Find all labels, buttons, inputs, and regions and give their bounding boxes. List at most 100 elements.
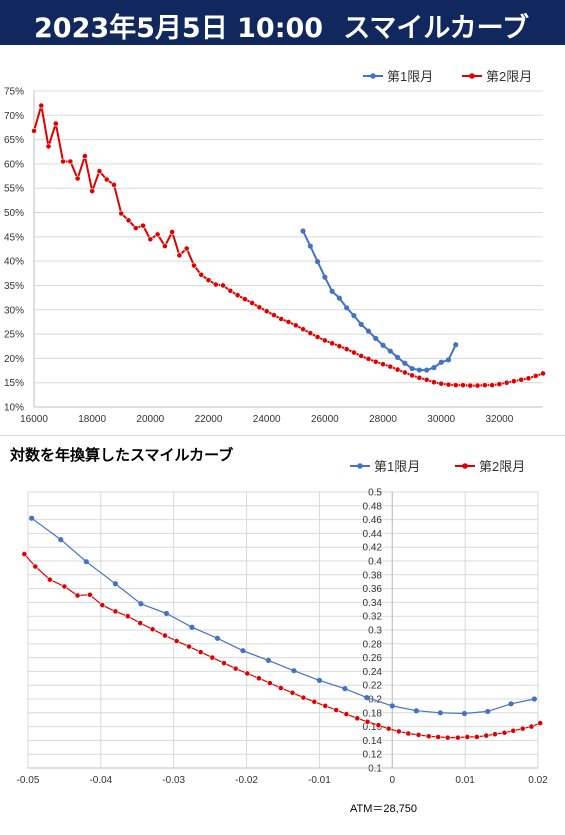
series-2-point <box>191 262 197 269</box>
series-2-point <box>31 127 37 134</box>
series-2-point <box>519 725 526 732</box>
series-1-point <box>314 259 321 265</box>
legend-label: 第2限月 <box>486 69 532 84</box>
smile-curve-chart-panel: 10% 15% 20% 25% 30% 35% 40% 45% 50% 55% 60% 65% 70% 7… <box>0 55 565 436</box>
x-tick-label: 18000 <box>78 414 106 425</box>
series-2-point <box>232 665 239 672</box>
x-tick-label: 20000 <box>136 414 164 425</box>
y-tick-label: 0.32 <box>363 612 383 623</box>
series-2-point <box>401 369 408 376</box>
series-2-point <box>111 181 117 188</box>
series-2-point <box>289 689 296 696</box>
series-2-point <box>525 375 532 382</box>
series-2-point <box>454 734 461 741</box>
x-tick-label: 16000 <box>20 414 48 425</box>
x-tick-label: -0.04 <box>89 775 112 786</box>
series-2-point <box>473 734 480 740</box>
series-2-point <box>358 353 365 359</box>
y-tick-label: 0.28 <box>363 639 383 650</box>
series-2-point <box>103 176 110 183</box>
y-tick-label: 10% <box>4 403 24 414</box>
series-2-point <box>220 282 226 289</box>
legend-label: 第2限月 <box>479 459 525 474</box>
series-2-point <box>176 252 183 259</box>
y-tick-label: 70% <box>4 111 24 122</box>
series-1-point <box>316 677 323 683</box>
series-2 <box>22 551 544 741</box>
y-tick-label: 75% <box>4 87 24 98</box>
series-2-point <box>266 680 273 687</box>
series-2-point <box>510 727 517 734</box>
series-2-point <box>322 702 329 709</box>
series-2-point <box>372 358 379 365</box>
series-2-point <box>511 378 517 385</box>
series-2-point <box>38 102 45 109</box>
series-1-point <box>461 710 468 717</box>
series-2-point <box>263 308 270 315</box>
series-2-point <box>52 120 59 127</box>
series-1-point <box>508 701 514 707</box>
series-2-point <box>364 718 371 725</box>
series-2-point <box>483 732 490 739</box>
series-1-point <box>342 686 348 692</box>
series-1-point <box>83 559 89 565</box>
series-2-point <box>343 711 350 718</box>
series-2-point <box>431 379 437 386</box>
series-1-point <box>453 342 459 348</box>
y-tick-label: 0.14 <box>363 736 383 747</box>
x-tick-label: -0.05 <box>17 775 40 786</box>
y-tick-label: 50% <box>4 208 24 219</box>
series-1-point <box>485 708 491 715</box>
x-tick-label: 30000 <box>427 414 455 425</box>
header-datetime: 2023年5月5日 10:00 <box>34 13 324 44</box>
series-2-point <box>82 153 88 160</box>
series-2-point <box>343 346 350 353</box>
series-2-point <box>445 381 452 388</box>
series-1-point <box>163 610 170 617</box>
series-2-point <box>74 592 81 599</box>
y-tick-label: 0.12 <box>363 750 383 761</box>
y-tick-label: 30% <box>4 305 24 316</box>
y-tick-label: 60% <box>4 159 24 170</box>
legend-swatch-marker <box>462 463 468 469</box>
series-1-point <box>138 601 144 607</box>
series-2-point <box>425 733 432 740</box>
series-2-point <box>333 707 340 713</box>
series-2-point <box>336 343 343 350</box>
series-2-point <box>300 694 307 701</box>
series-2-point <box>45 143 52 150</box>
series-2-point <box>394 366 401 373</box>
series-2-point <box>271 312 277 319</box>
x-tick-label: -0.03 <box>162 775 185 786</box>
y-tick-label: 0.24 <box>363 667 383 678</box>
series-1-point <box>365 328 372 334</box>
series-2-point <box>227 287 234 294</box>
header-bar: 2023年5月5日 10:00 スマイルカーブ <box>0 0 565 45</box>
series-2-point <box>278 316 285 322</box>
series-2-point <box>244 670 251 677</box>
series-1-point <box>29 515 35 521</box>
series-2-point <box>161 243 168 249</box>
smile-curve-chart: 10% 15% 20% 25% 30% 35% 40% 45% 50% 55% 60% 65% 70% 7… <box>4 69 546 425</box>
series-1-point <box>351 313 357 319</box>
series-2-point <box>503 379 510 386</box>
series-1-point <box>445 357 452 363</box>
legend-swatch-marker <box>469 73 475 79</box>
series-2-point <box>351 349 357 356</box>
series-2-point <box>60 158 66 165</box>
y-tick-label: 0.48 <box>363 501 383 512</box>
y-tick-label: 55% <box>4 184 24 195</box>
series-2-point <box>256 304 263 311</box>
series-1-point <box>431 365 437 371</box>
series-1-point <box>58 537 64 543</box>
series-2-point <box>532 372 539 379</box>
series-2-point <box>496 381 503 388</box>
y-tick-label: 0.44 <box>363 529 383 540</box>
y-tick-label: 0.38 <box>363 570 383 581</box>
y-tick-label: 0.18 <box>363 708 383 719</box>
series-2-point <box>314 334 321 340</box>
y-tick-label: 0.16 <box>363 722 383 733</box>
series-2-point <box>380 361 386 368</box>
series-1-point <box>329 288 335 294</box>
series-2-point <box>198 271 205 278</box>
